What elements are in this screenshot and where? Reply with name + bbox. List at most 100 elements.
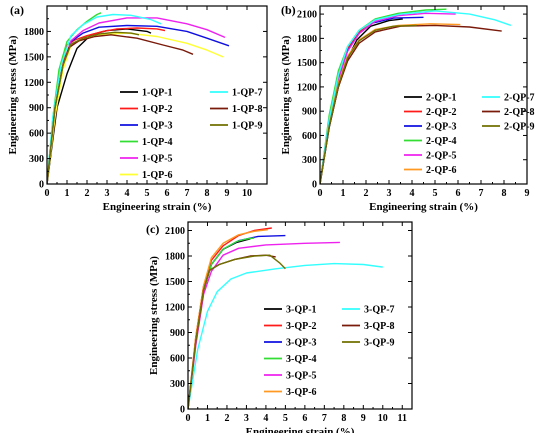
x-tick-label: 5	[145, 188, 150, 199]
y-tick-label: 1500	[165, 277, 185, 288]
x-tick-label: 4	[263, 413, 268, 424]
legend-entry: 2-QP-5	[426, 151, 457, 162]
series-line-3-QP-9	[188, 254, 286, 409]
x-tick-label: 0	[186, 413, 191, 424]
y-tick-label: 600	[29, 129, 44, 140]
legend-entry: 2-QP-7	[504, 93, 535, 104]
x-tick-label: 5	[433, 188, 438, 199]
legend-entry: 3-QP-9	[364, 338, 395, 349]
y-axis-label: Engineering stress (MPa)	[148, 256, 160, 375]
legend-entry: 1-QP-7	[232, 88, 263, 99]
legend-entry: 3-QP-6	[286, 387, 317, 398]
x-tick-label: 3	[244, 413, 249, 424]
x-tick-label: 4	[410, 188, 415, 199]
y-tick-label: 300	[29, 154, 44, 165]
y-axis-label: Engineering stress (MPa)	[7, 35, 19, 154]
legend-entry: 2-QP-3	[426, 122, 457, 133]
series-line-2-QP-9	[320, 24, 417, 184]
x-tick-label: 11	[398, 413, 407, 424]
x-tick-label: 7	[185, 188, 190, 199]
legend-entry: 2-QP-1	[426, 93, 457, 104]
legend-entry: 3-QP-3	[286, 338, 317, 349]
y-tick-label: 1200	[24, 78, 44, 89]
x-tick-label: 6	[302, 413, 307, 424]
x-axis-label: Engineering strain (%)	[369, 201, 478, 213]
y-tick-label: 900	[170, 328, 185, 339]
plot-frame	[187, 221, 413, 410]
y-tick-label: 1500	[297, 58, 317, 69]
x-tick-label: 1	[65, 188, 70, 199]
y-tick-label: 2100	[165, 226, 185, 237]
x-tick-label: 8	[341, 413, 346, 424]
x-axis-label: Engineering strain (%)	[103, 201, 212, 213]
x-tick-label: 1	[341, 188, 346, 199]
legend-entry: 1-QP-8	[232, 104, 263, 115]
x-tick-label: 2	[85, 188, 90, 199]
series-line-1-QP-1	[47, 28, 152, 184]
legend-entry: 1-QP-5	[142, 154, 173, 165]
y-tick-label: 1500	[24, 52, 44, 63]
y-tick-label: 1200	[165, 303, 185, 314]
legend-entry: 2-QP-8	[504, 107, 535, 118]
x-tick-label: 3	[105, 188, 110, 199]
x-tick-label: 9	[225, 188, 230, 199]
x-tick-label: 4	[125, 188, 130, 199]
chart-panel-3: 0 1 2 3 4 5 6 7 8 9 10 11 0 300 600 900 1200 1500 1800 2100…	[146, 221, 413, 433]
x-tick-label: 10	[242, 188, 252, 199]
series-line-2-QP-7	[320, 10, 512, 184]
legend-entry: 1-QP-4	[142, 137, 173, 148]
legend: 2-QP-1 2-QP-2 2-QP-3 2-QP-4 2-QP-5 2-QP-6 2-QP…	[404, 93, 535, 176]
y-tick-label: 0	[39, 180, 44, 191]
panel-label: (b)	[281, 3, 296, 17]
y-tick-label: 2100	[297, 10, 317, 21]
y-tick-label: 1800	[24, 27, 44, 38]
legend-entry: 1-QP-1	[142, 88, 173, 99]
x-tick-label: 8	[205, 188, 210, 199]
legend-entry: 1-QP-6	[142, 170, 173, 181]
x-tick-label: 5	[283, 413, 288, 424]
x-tick-label: 2	[364, 188, 369, 199]
legend-entry: 3-QP-5	[286, 371, 317, 382]
series-line-1-QP-9	[47, 31, 140, 184]
x-tick-label: 9	[361, 413, 366, 424]
x-axis-label: Engineering strain (%)	[246, 426, 355, 433]
panel-label: (a)	[10, 3, 24, 17]
legend-entry: 3-QP-8	[364, 321, 395, 332]
x-tick-label: 0	[45, 188, 50, 199]
legend-entry: 3-QP-7	[364, 305, 395, 316]
x-tick-label: 10	[378, 413, 388, 424]
series-line-1-QP-6	[47, 32, 224, 184]
y-tick-label: 900	[302, 107, 317, 118]
x-tick-label: 8	[502, 188, 507, 199]
legend-entry: 2-QP-9	[504, 122, 535, 133]
x-tick-label: 7	[322, 413, 327, 424]
y-tick-label: 300	[170, 379, 185, 390]
x-tick-label: 1	[205, 413, 210, 424]
series-line-3-QP-7	[188, 262, 383, 409]
y-tick-label: 1800	[165, 252, 185, 263]
legend-entry: 2-QP-6	[426, 165, 457, 176]
legend-entry: 2-QP-2	[426, 107, 457, 118]
series-group	[188, 227, 383, 409]
x-tick-label: 6	[456, 188, 461, 199]
y-tick-label: 600	[302, 131, 317, 142]
x-tick-label: 7	[479, 188, 484, 199]
y-tick-label: 300	[302, 155, 317, 166]
panel-label: (c)	[146, 222, 159, 236]
legend-entry: 3-QP-1	[286, 305, 317, 316]
series-group	[320, 8, 512, 184]
x-tick-label: 6	[165, 188, 170, 199]
y-axis-label: Engineering stress (MPa)	[280, 35, 292, 154]
y-tick-label: 600	[170, 354, 185, 365]
legend-entry: 3-QP-2	[286, 321, 317, 332]
series-line-3-QP-3	[188, 234, 286, 409]
legend: 1-QP-1 1-QP-2 1-QP-3 1-QP-4 1-QP-5 1-QP-6 1-QP…	[120, 88, 263, 181]
legend-entry: 1-QP-3	[142, 121, 173, 132]
chart-panel-1: 0 1 2 3 4 5 6 7 8 9 10 0 300 600 900 1200 1500 1800 Engine…	[7, 3, 268, 213]
x-tick-label: 2	[224, 413, 229, 424]
y-tick-label: 1200	[297, 82, 317, 93]
plot-frame	[319, 5, 528, 185]
x-tick-label: 9	[525, 188, 530, 199]
y-tick-label: 0	[180, 405, 185, 416]
